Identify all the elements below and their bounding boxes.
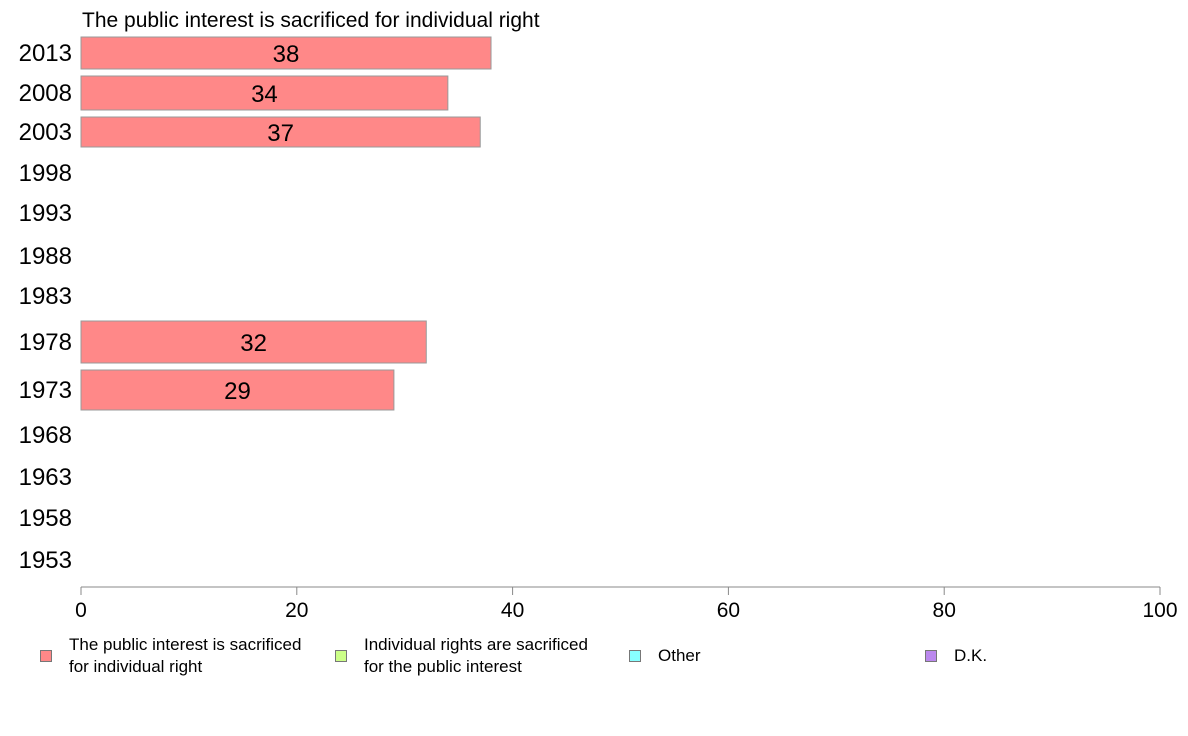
y-tick-label: 1953 (19, 547, 72, 574)
y-tick-label: 2003 (19, 119, 72, 146)
legend-swatch (925, 650, 937, 662)
y-axis-tick-labels: 2013 2008 2003 1998 1993 1988 1983 1978 1973 1968… (19, 40, 72, 574)
legend-label: The public interest is sacrificed for in… (69, 635, 302, 676)
x-tick-label: 0 (75, 599, 87, 622)
bar-value-label: 32 (240, 330, 267, 357)
x-tick-label: 40 (501, 599, 524, 622)
x-tick-label: 80 (933, 599, 956, 622)
y-tick-label: 1958 (19, 505, 72, 532)
legend-label: D.K. (954, 646, 988, 665)
legend-swatch (335, 650, 347, 662)
bar-value-label: 38 (273, 41, 300, 68)
y-tick-label: 1973 (19, 377, 72, 404)
y-tick-label: 1983 (19, 283, 72, 310)
x-tick-label: 60 (717, 599, 740, 622)
bar-chart: The public interest is sacrificed for in… (19, 9, 1178, 622)
y-tick-label: 1993 (19, 200, 72, 227)
chart-title: The public interest is sacrificed for in… (82, 9, 540, 32)
bars-group: 38 34 37 32 29 (80, 36, 492, 411)
x-axis: 0 20 40 60 80 100 (75, 587, 1178, 622)
legend-item-dk: D.K. (925, 632, 987, 680)
legend-item-other: Other (629, 632, 701, 680)
legend: The public interest is sacrificed for in… (0, 632, 1188, 692)
legend-label: Individual rights are sacrificed for the… (364, 635, 588, 676)
bar (80, 116, 481, 148)
y-tick-label: 1978 (19, 329, 72, 356)
y-tick-label: 1988 (19, 243, 72, 270)
bar (80, 36, 492, 70)
bar (80, 75, 449, 111)
x-tick-label: 20 (285, 599, 308, 622)
bar-value-label: 34 (251, 81, 278, 108)
y-tick-label: 1963 (19, 464, 72, 491)
legend-swatch (40, 650, 52, 662)
bar (80, 369, 395, 411)
legend-swatch (629, 650, 641, 662)
y-tick-label: 1968 (19, 422, 72, 449)
y-tick-label: 1998 (19, 160, 72, 187)
bar-value-label: 29 (224, 378, 251, 405)
bar (80, 320, 427, 364)
x-tick-label: 100 (1142, 599, 1177, 622)
bar-value-label: 37 (267, 120, 294, 147)
legend-item-public-interest-sacrificed: The public interest is sacrificed for in… (40, 632, 301, 680)
legend-item-individual-rights-sacrificed: Individual rights are sacrificed for the… (335, 632, 588, 680)
legend-label: Other (658, 646, 701, 665)
y-tick-label: 2013 (19, 40, 72, 67)
y-tick-label: 2008 (19, 80, 72, 107)
